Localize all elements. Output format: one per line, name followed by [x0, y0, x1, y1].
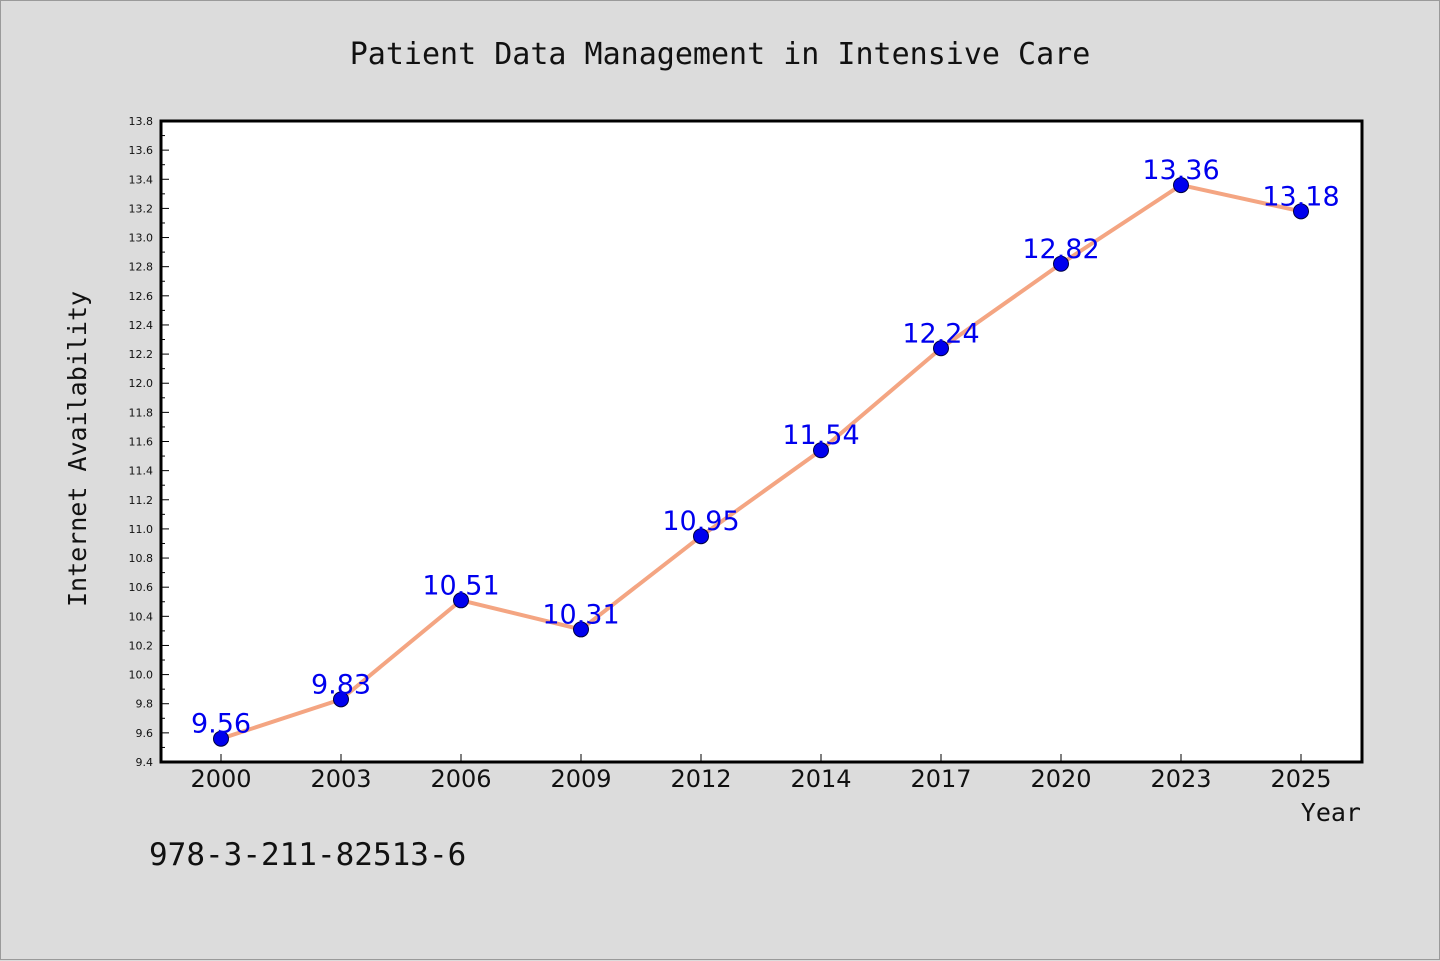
- data-value-label: 10.31: [542, 599, 619, 630]
- data-value-label: 13.18: [1262, 181, 1339, 212]
- y-tick-label: 11.0: [129, 523, 154, 536]
- y-tick-label: 10.8: [129, 552, 154, 565]
- series-line-group: [219, 183, 1303, 741]
- y-tick-label: 10.2: [129, 639, 154, 652]
- y-tick-label: 12.6: [129, 290, 154, 303]
- y-tick-label: 12.0: [129, 377, 154, 390]
- y-tick-label: 11.6: [129, 436, 154, 449]
- y-axis-label: Internet Availability: [63, 291, 92, 607]
- data-point-marker: [1173, 177, 1189, 194]
- y-tick-label: 10.0: [129, 669, 154, 682]
- x-tick-label: 2025: [1270, 765, 1331, 793]
- x-tick-label: 2012: [670, 765, 731, 793]
- data-point-marker: [813, 442, 829, 459]
- series-line: [219, 183, 1303, 741]
- chart-title: Patient Data Management in Intensive Car…: [350, 37, 1091, 72]
- data-point-marker: [693, 528, 709, 545]
- data-value-label: 9.83: [311, 669, 371, 700]
- y-tick-label: 9.4: [136, 756, 154, 769]
- data-value-label: 12.24: [902, 318, 979, 349]
- y-tick-label: 13.8: [129, 115, 154, 128]
- y-tick-label: 9.8: [136, 698, 154, 711]
- isbn-text: 978-3-211-82513-6: [149, 837, 466, 873]
- y-tick-label: 12.2: [129, 348, 154, 361]
- y-tick-label: 12.8: [129, 261, 154, 274]
- x-tick-label: 2023: [1150, 765, 1211, 793]
- data-point-marker: [453, 592, 469, 609]
- y-tick-label: 13.4: [129, 173, 154, 186]
- y-tick-label: 13.6: [129, 144, 154, 157]
- x-tick-label: 2006: [430, 765, 491, 793]
- x-tick-label: 2014: [790, 765, 851, 793]
- marker-group: [213, 177, 1309, 747]
- data-point-marker: [573, 621, 589, 638]
- x-tick-label: 2009: [550, 765, 611, 793]
- data-point-marker: [1053, 255, 1069, 272]
- y-tick-label: 11.2: [129, 494, 154, 507]
- data-point-marker: [1293, 203, 1309, 220]
- x-axis: 2000 2003 2006 2009 2012 2014 2017 2020 2023 2025: [190, 754, 1332, 793]
- y-tick-label: 10.4: [129, 610, 154, 623]
- data-point-marker: [333, 691, 349, 708]
- x-tick-label: 2017: [910, 765, 971, 793]
- x-tick-label: 2003: [310, 765, 371, 793]
- data-value-label: 11.54: [782, 420, 859, 451]
- y-tick-label: 12.4: [129, 319, 154, 332]
- x-tick-label: 2020: [1030, 765, 1091, 793]
- data-value-label: 9.56: [191, 709, 251, 740]
- y-tick-label: 11.8: [129, 406, 154, 419]
- x-tick-label: 2000: [190, 765, 251, 793]
- data-value-label: 12.82: [1022, 234, 1099, 265]
- y-tick-label: 13.2: [129, 202, 154, 215]
- y-tick-label: 10.6: [129, 581, 154, 594]
- data-label-group: 9.56 9.83 10.51 10.31 10.95 11.54 12.24 12.82 13…: [191, 155, 1340, 740]
- data-value-label: 10.51: [422, 570, 499, 601]
- plot-area: [159, 119, 1364, 764]
- x-axis-label: Year: [1301, 798, 1361, 827]
- data-value-label: 13.36: [1142, 155, 1219, 186]
- y-tick-label: 11.4: [129, 465, 154, 478]
- y-tick-label: 9.6: [136, 727, 154, 740]
- y-axis: 9.4 9.6 9.8 10.0 10.2 10.4 10.6 10.8 11.0 11.2 11.…: [129, 115, 169, 769]
- data-value-label: 10.95: [662, 506, 739, 537]
- data-point-marker: [933, 340, 949, 357]
- y-tick-label: 13.0: [129, 232, 154, 245]
- data-point-marker: [213, 730, 229, 747]
